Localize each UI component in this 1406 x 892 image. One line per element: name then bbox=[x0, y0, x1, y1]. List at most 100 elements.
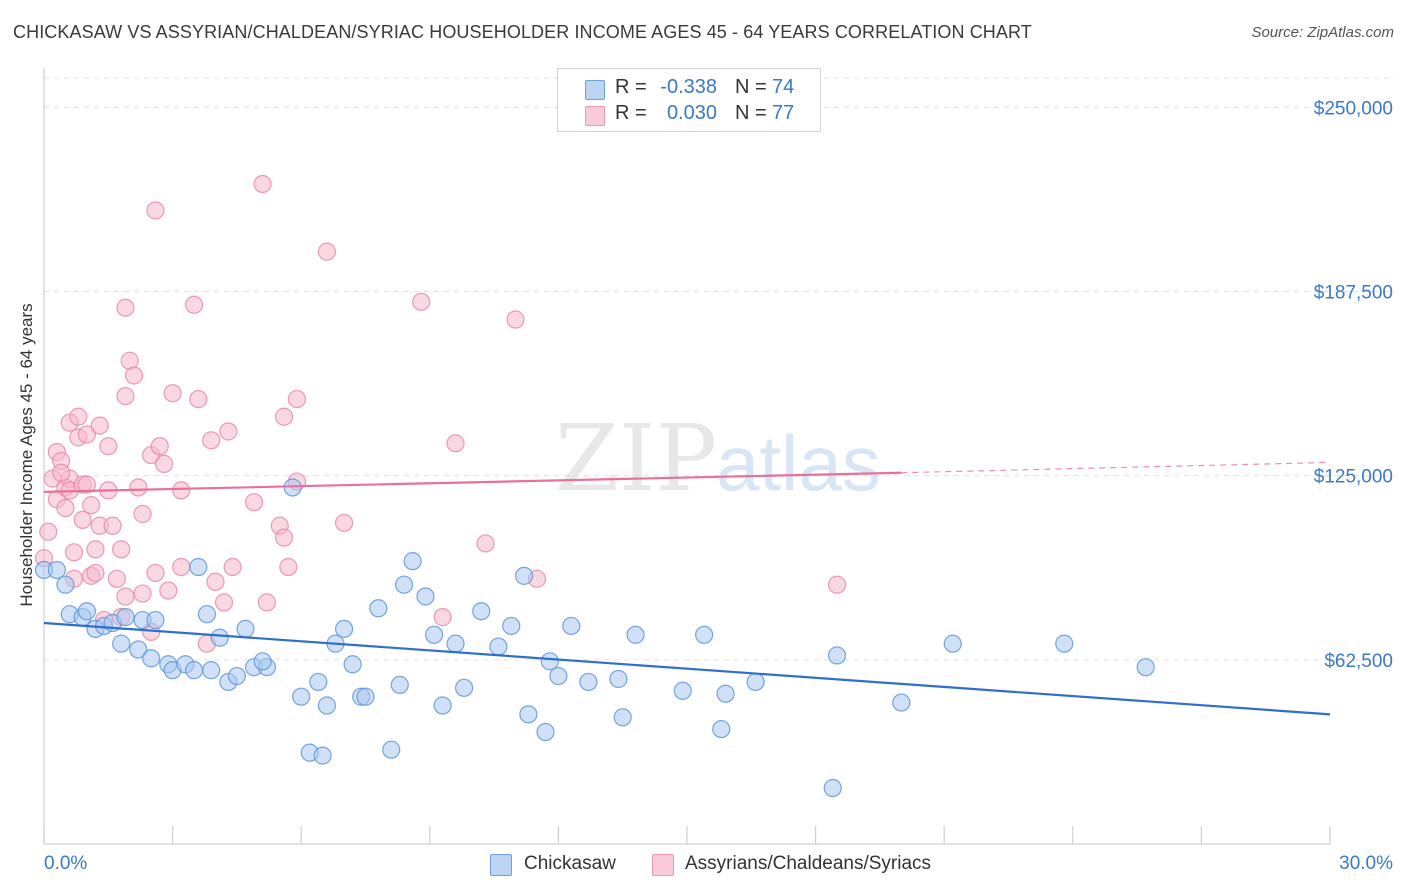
chickasaw-point bbox=[184, 661, 204, 680]
chickasaw-point bbox=[116, 608, 135, 627]
chickasaw-point bbox=[746, 672, 765, 692]
chickasaw-point bbox=[549, 666, 568, 686]
chickasaw-point bbox=[446, 634, 465, 653]
assyrian-point bbox=[159, 581, 178, 600]
assyrian-point bbox=[244, 493, 264, 512]
assyrian-point bbox=[112, 540, 131, 559]
chickasaw-point bbox=[142, 649, 161, 668]
chickasaw-point bbox=[309, 672, 328, 692]
watermark: ZIP atlas bbox=[555, 405, 881, 512]
chickasaw-trend-line bbox=[43, 621, 1331, 716]
chickasaw-point bbox=[609, 669, 628, 689]
chickasaw-point bbox=[210, 628, 229, 647]
legend-swatch-pink bbox=[585, 106, 605, 126]
assyrian-point bbox=[257, 593, 277, 612]
assyrian-point bbox=[86, 540, 105, 559]
assyrian-point bbox=[146, 201, 165, 220]
chickasaw-point bbox=[47, 560, 66, 580]
chickasaw-point bbox=[129, 640, 148, 659]
y-tick-label: $187,500 bbox=[1314, 283, 1393, 304]
y-tick-label: $250,000 bbox=[1314, 98, 1393, 119]
r-value: -0.338 bbox=[660, 76, 717, 98]
assyrian-point bbox=[334, 513, 354, 532]
chickasaw-point bbox=[626, 625, 645, 644]
chickasaw-point bbox=[390, 675, 409, 694]
r-value: 0.030 bbox=[666, 102, 717, 124]
chickasaw-point bbox=[382, 740, 401, 759]
assyrian-point bbox=[64, 543, 84, 562]
assyrian-point bbox=[223, 557, 242, 577]
assyrian-point bbox=[90, 416, 109, 435]
n-label: N = bbox=[735, 76, 767, 98]
chart-source: Source: ZipAtlas.com bbox=[1251, 24, 1394, 41]
chickasaw-point bbox=[236, 619, 255, 639]
chickasaw-point bbox=[827, 646, 847, 665]
chickasaw-point bbox=[540, 652, 559, 671]
assyrian-point bbox=[154, 454, 174, 473]
assyrian-point bbox=[172, 557, 191, 577]
chickasaw-point bbox=[892, 693, 911, 712]
chickasaw-point bbox=[943, 634, 962, 653]
assyrian-point bbox=[184, 295, 204, 314]
assyrian-point bbox=[56, 498, 75, 518]
y-axis-title: Householder Income Ages 45 - 64 years bbox=[17, 303, 36, 607]
assyrian-point bbox=[150, 437, 169, 456]
assyrian-point bbox=[103, 516, 122, 535]
tick-labels: $62,500 $125,000 $187,500 $250,000 0.0% 30.0% bbox=[44, 98, 1393, 874]
chickasaw-point bbox=[146, 610, 165, 630]
chickasaw-point bbox=[334, 619, 354, 639]
chickasaw-point bbox=[403, 552, 422, 571]
assyrian-point bbox=[206, 572, 225, 591]
assyrian-point bbox=[77, 425, 96, 444]
chickasaw-point bbox=[536, 722, 555, 742]
n-value: 77 bbox=[772, 102, 795, 124]
assyrian-trend-line bbox=[43, 471, 902, 493]
chickasaw-point bbox=[77, 602, 96, 621]
chickasaw-point bbox=[253, 652, 272, 671]
assyrian-point bbox=[116, 387, 135, 406]
axes bbox=[43, 68, 1331, 845]
assyrian-point bbox=[287, 389, 307, 409]
assyrian-point bbox=[77, 475, 96, 494]
stats-legend: R = -0.338 N = 74 R = 0.030 N = 77 bbox=[557, 68, 821, 132]
chickasaw-point bbox=[519, 705, 538, 724]
chickasaw-point bbox=[673, 681, 692, 700]
watermark-zip: ZIP bbox=[555, 405, 717, 512]
x-tick-label-min: 0.0% bbox=[44, 853, 87, 874]
assyrian-point bbox=[219, 422, 238, 441]
gridlines bbox=[44, 77, 1395, 661]
assyrian-point bbox=[279, 557, 298, 577]
chickasaw-point bbox=[489, 637, 508, 656]
watermark-atlas: atlas bbox=[716, 419, 881, 507]
chickasaw-point bbox=[472, 602, 491, 621]
chickasaw-point bbox=[712, 719, 731, 739]
chickasaw-point bbox=[515, 566, 534, 585]
stats-row-chickasaw: R = -0.338 N = 74 bbox=[558, 75, 820, 101]
n-label: N = bbox=[735, 102, 767, 124]
data-points bbox=[34, 174, 1155, 798]
assyrian-point bbox=[86, 563, 105, 583]
chickasaw-point bbox=[1055, 634, 1074, 653]
assyrian-point bbox=[274, 528, 294, 547]
assyrian-point bbox=[133, 504, 152, 524]
assyrian-point bbox=[107, 569, 126, 588]
r-label: R = bbox=[615, 102, 647, 124]
assyrian-point bbox=[133, 584, 152, 603]
chickasaw-point bbox=[695, 625, 714, 644]
chickasaw-point bbox=[454, 678, 474, 697]
trend-lines bbox=[43, 461, 1331, 716]
assyrian-point bbox=[129, 478, 148, 497]
assyrian-point bbox=[73, 510, 92, 529]
chickasaw-point bbox=[227, 666, 246, 686]
assyrian-trend-extension bbox=[901, 461, 1331, 474]
chickasaw-point bbox=[356, 687, 375, 706]
assyrian-point bbox=[253, 174, 272, 194]
chickasaw-point bbox=[313, 746, 332, 765]
n-value: 74 bbox=[772, 76, 795, 98]
assyrian-point bbox=[163, 384, 182, 403]
legend-swatch-blue bbox=[585, 80, 605, 100]
assyrian-point bbox=[506, 310, 525, 329]
assyrian-point bbox=[39, 522, 58, 541]
chart-title: CHICKASAW VS ASSYRIAN/CHALDEAN/SYRIAC HO… bbox=[13, 22, 1032, 42]
